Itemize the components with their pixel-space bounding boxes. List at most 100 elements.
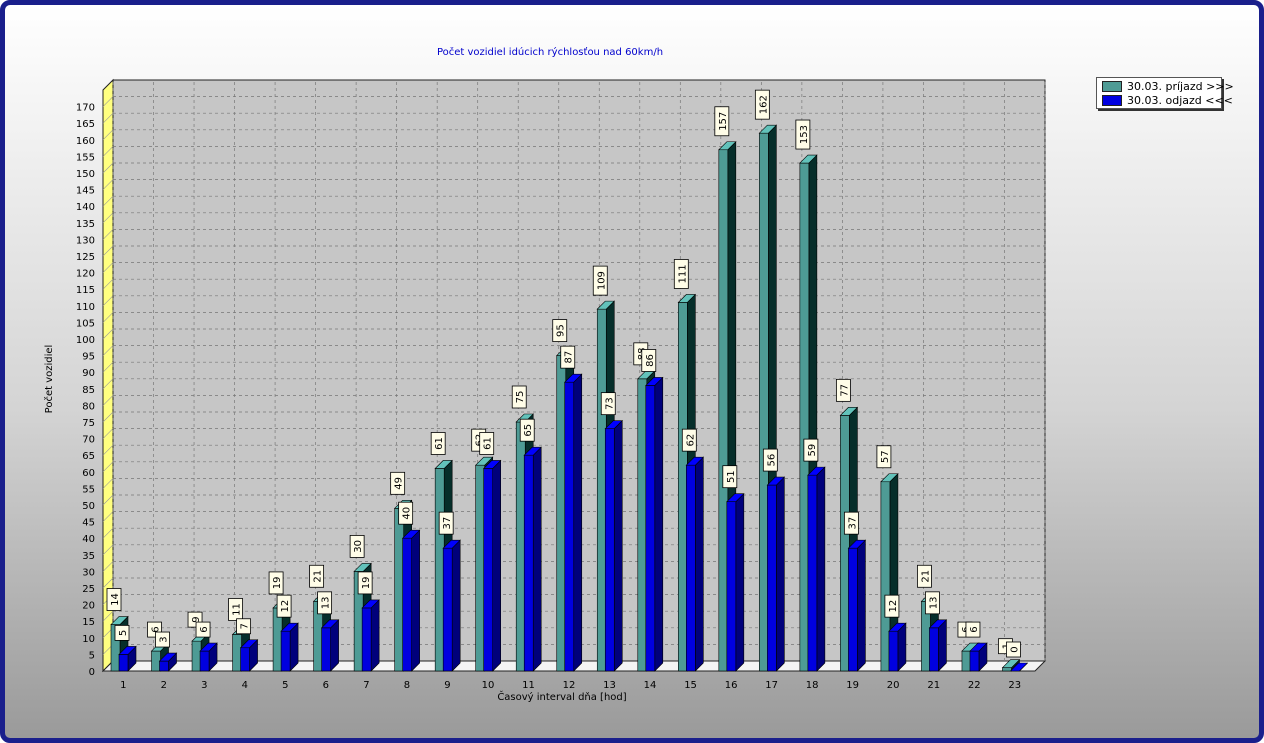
data-label-box — [925, 591, 940, 615]
data-label-box — [390, 471, 406, 495]
bar-front — [718, 149, 729, 672]
bar-chart: Počet vozidiel idúcich rýchlosťou nad 60… — [43, 46, 1047, 703]
data-label-box — [438, 511, 454, 535]
bar-top — [523, 446, 542, 456]
bar-top — [645, 377, 664, 386]
data-label-box — [317, 591, 333, 615]
bar-top — [847, 539, 867, 549]
data-label-text: 87 — [564, 351, 575, 364]
x-axis-label: Časový interval dňa [hod] — [497, 690, 626, 703]
legend-label: 30.03. príjazd >>> — [1127, 79, 1234, 93]
data-label-text: 7 — [240, 623, 251, 629]
gridline-side — [102, 511, 114, 522]
bar — [280, 622, 299, 672]
gridline-side — [102, 129, 114, 141]
data-label-box — [309, 564, 325, 588]
y-tick-label: 10 — [82, 634, 95, 645]
bar-side — [776, 476, 785, 672]
bar-front — [280, 630, 291, 672]
bar-front — [807, 474, 818, 672]
bar — [361, 599, 380, 672]
bar-front — [321, 627, 331, 672]
x-tick-label: 2 — [161, 680, 167, 691]
bar-front — [515, 421, 526, 672]
data-label-text: 51 — [726, 470, 737, 483]
bar-top — [474, 456, 494, 466]
bar — [199, 642, 218, 672]
data-label-box — [795, 119, 811, 150]
bar — [1009, 662, 1029, 672]
data-label-text: 56 — [766, 454, 777, 467]
legend-swatch — [1102, 80, 1122, 92]
data-label-box — [519, 418, 535, 442]
y-tick-label: 25 — [82, 584, 95, 595]
plot-side-wall — [102, 78, 114, 673]
bar — [645, 376, 664, 672]
data-label: 61 — [430, 432, 446, 455]
data-label-text: 86 — [645, 354, 656, 367]
x-tick-label: 3 — [201, 680, 207, 691]
bar-top — [401, 529, 421, 539]
data-label-box — [762, 448, 778, 472]
gridline-side — [102, 112, 114, 124]
bar-front — [434, 468, 445, 672]
bar — [847, 539, 867, 672]
gridline-side — [102, 96, 114, 107]
bar — [807, 466, 826, 672]
bar-front — [394, 508, 404, 672]
gridline-side — [102, 577, 114, 589]
bar-top — [1009, 662, 1029, 672]
data-label-text: 11 — [232, 603, 243, 616]
data-label-box — [835, 378, 851, 402]
y-tick-label: 80 — [82, 401, 95, 412]
data-label: 57 — [876, 445, 892, 469]
data-label-text: 61 — [434, 437, 445, 450]
bar-top — [677, 294, 697, 303]
gridline-side — [102, 212, 114, 224]
y-tick-label: 50 — [82, 501, 95, 512]
bar-top — [239, 639, 259, 649]
data-label-box — [917, 564, 932, 588]
gridline-side — [102, 478, 114, 489]
data-label: 37 — [438, 511, 454, 535]
data-label-box — [552, 319, 568, 343]
data-label: 61 — [479, 432, 495, 455]
bar — [604, 419, 623, 672]
y-tick-label: 60 — [82, 468, 95, 479]
data-label-text: 153 — [799, 125, 810, 144]
data-label-box — [714, 106, 730, 137]
gridline-side — [102, 345, 114, 356]
bar — [239, 639, 259, 672]
bar-front — [442, 547, 453, 672]
chart-title: Počet vozidiel idúcich rýchlosťou nad 60… — [437, 46, 663, 58]
bar-side — [492, 459, 501, 672]
bar — [969, 642, 988, 672]
bar — [320, 619, 340, 672]
data-label: 37 — [843, 511, 859, 535]
data-label-text: 37 — [442, 517, 453, 530]
legend-swatch — [1102, 94, 1122, 106]
data-label: 77 — [835, 378, 851, 402]
y-tick-label: 30 — [82, 567, 95, 578]
bar-side — [370, 599, 380, 672]
y-tick-label: 120 — [76, 269, 95, 280]
bar-top — [718, 141, 737, 151]
bar — [685, 456, 705, 672]
bar-top — [199, 642, 218, 652]
data-label: 49 — [390, 471, 406, 495]
x-tick-label: 1 — [120, 680, 126, 691]
bar-front — [604, 428, 615, 672]
y-tick-label: 55 — [82, 484, 95, 495]
x-tick-label: 15 — [684, 680, 697, 691]
data-label-text: 49 — [394, 477, 405, 490]
bar-top — [880, 473, 899, 483]
data-label-box — [268, 571, 284, 595]
gridline-side — [102, 361, 114, 373]
legend-label: 30.03. odjazd <<< — [1127, 93, 1233, 107]
bar-top — [888, 622, 907, 632]
bar — [928, 619, 948, 672]
gridline-side — [102, 395, 114, 406]
data-label: 11 — [228, 598, 243, 621]
x-tick-label: 17 — [765, 680, 778, 691]
bar-front — [840, 415, 850, 672]
